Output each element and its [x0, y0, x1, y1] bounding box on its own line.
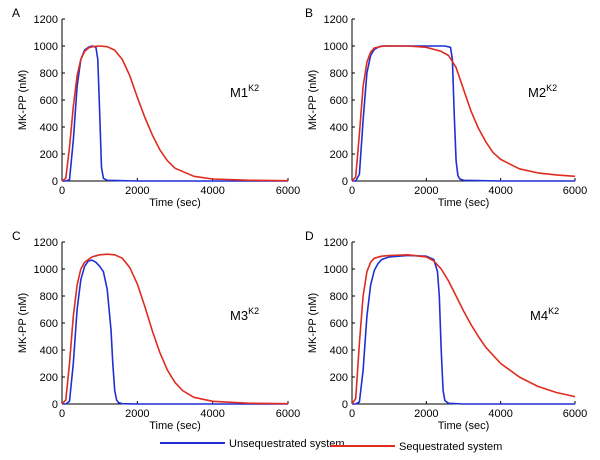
legend-label: Sequestrated system: [399, 441, 502, 453]
y-tick-label: 600: [40, 318, 58, 330]
y-tick-label: 400: [40, 345, 58, 357]
panel-letter: C: [12, 229, 21, 243]
series-line-sequestrated: [61, 253, 289, 405]
x-tick-label: 6000: [276, 185, 300, 197]
model-label: M3K2: [230, 306, 259, 323]
series-line-sequestrated: [61, 45, 289, 182]
panel-letter: D: [305, 229, 314, 243]
x-tick-label: 6000: [563, 185, 587, 197]
y-tick-label: 400: [40, 122, 58, 134]
model-label: M2K2: [528, 83, 557, 100]
x-axis-label: Time (sec): [149, 197, 201, 209]
x-tick-label: 2000: [125, 408, 149, 420]
series-line-sequestrated: [351, 45, 576, 182]
y-axis-label: MK-PP (nM): [17, 293, 29, 353]
y-tick-label: 600: [40, 95, 58, 107]
y-tick-label: 400: [330, 345, 348, 357]
x-tick-label: 0: [349, 185, 355, 197]
y-tick-label: 600: [330, 95, 348, 107]
y-axis-label: MK-PP (nM): [307, 293, 319, 353]
panel-b: 0 200 400 600 800 1000 1200 0 2000 4000 6000 Time (…: [305, 6, 587, 209]
y-tick-label: 0: [52, 176, 58, 188]
y-tick-label: 200: [40, 149, 58, 161]
y-tick-label: 200: [330, 149, 348, 161]
series-line-unsequestrated: [62, 45, 288, 182]
y-tick-label: 800: [330, 68, 348, 80]
series-line-unsequestrated: [62, 259, 288, 405]
series-line-unsequestrated: [352, 45, 575, 182]
x-tick-label: 2000: [125, 185, 149, 197]
y-tick-label: 1200: [324, 14, 348, 26]
legend: Unsequestrated system Sequestrated system: [160, 438, 502, 453]
series-line-sequestrated: [351, 254, 576, 405]
x-axis-label: Time (sec): [438, 197, 490, 209]
x-axis-label: Time (sec): [149, 420, 201, 432]
x-tick-label: 2000: [414, 185, 438, 197]
x-tick-label: 4000: [200, 185, 224, 197]
model-superscript: K2: [546, 83, 557, 93]
model-superscript: K2: [248, 83, 259, 93]
x-tick-label: 6000: [563, 408, 587, 420]
y-tick-label: 1200: [34, 14, 58, 26]
x-tick-label: 4000: [200, 408, 224, 420]
y-tick-label: 200: [330, 372, 348, 384]
y-tick-label: 1000: [324, 264, 348, 276]
panel-d: 0 200 400 600 800 1000 1200 0 2000 4000 6000 Time (…: [305, 229, 587, 432]
y-tick-label: 800: [40, 291, 58, 303]
y-tick-label: 0: [342, 399, 348, 411]
y-tick-label: 1200: [324, 237, 348, 249]
y-tick-label: 600: [330, 318, 348, 330]
y-axis-label: MK-PP (nM): [307, 70, 319, 130]
x-tick-label: 2000: [414, 408, 438, 420]
panel-a: 0 200 400 600 800 1000 1200 0 2000 4000 6000 Time (…: [12, 6, 300, 209]
panel-letter: B: [305, 6, 313, 20]
x-tick-label: 4000: [488, 185, 512, 197]
y-tick-label: 0: [52, 399, 58, 411]
x-tick-label: 0: [59, 185, 65, 197]
panel-c: 0 200 400 600 800 1000 1200 0 2000 4000 6000 Time (…: [12, 229, 300, 432]
x-tick-label: 0: [59, 408, 65, 420]
model-label: M4K2: [530, 306, 559, 323]
model-superscript: K2: [548, 306, 559, 316]
model-label: M1K2: [230, 83, 259, 100]
x-axis-label: Time (sec): [438, 420, 490, 432]
y-tick-label: 800: [40, 68, 58, 80]
y-tick-label: 1000: [34, 41, 58, 53]
model-superscript: K2: [248, 306, 259, 316]
y-axis-label: MK-PP (nM): [17, 70, 29, 130]
y-tick-label: 1200: [34, 237, 58, 249]
y-tick-label: 1000: [324, 41, 348, 53]
legend-label: Unsequestrated system: [229, 438, 345, 450]
series-line-unsequestrated: [352, 254, 575, 405]
x-tick-label: 4000: [488, 408, 512, 420]
y-tick-label: 400: [330, 122, 348, 134]
y-tick-label: 0: [342, 176, 348, 188]
y-tick-label: 200: [40, 372, 58, 384]
y-tick-label: 800: [330, 291, 348, 303]
x-tick-label: 0: [349, 408, 355, 420]
y-tick-label: 1000: [34, 264, 58, 276]
x-tick-label: 6000: [276, 408, 300, 420]
panel-letter: A: [12, 6, 20, 20]
